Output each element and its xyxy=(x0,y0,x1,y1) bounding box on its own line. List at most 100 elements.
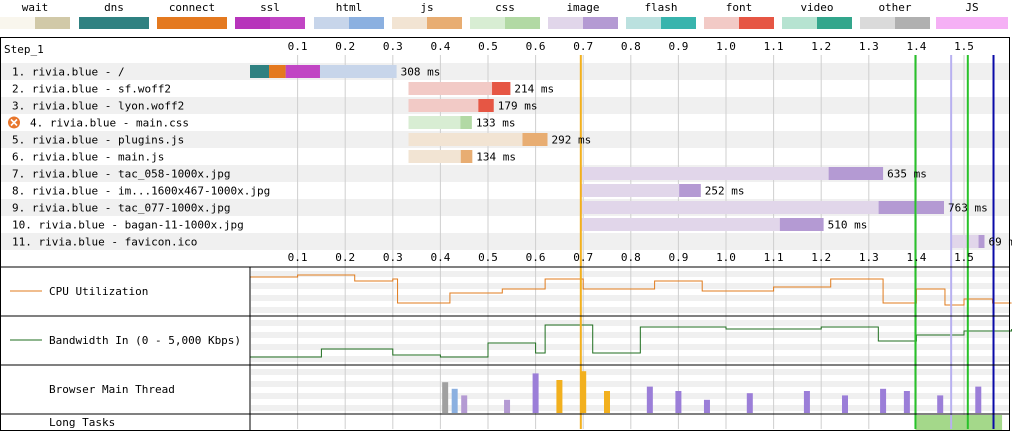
request-label: 8. rivia.blue - im...1600x467-1000x.jpg xyxy=(12,185,270,198)
request-bar-download xyxy=(878,201,945,214)
request-bar xyxy=(408,82,511,95)
legend-swatch xyxy=(626,17,696,29)
panel-stripe xyxy=(251,307,1009,313)
legend-swatch xyxy=(470,17,540,29)
tick-label: 1.5 xyxy=(954,251,974,264)
legend-item: dns xyxy=(79,0,149,32)
panel-stripe xyxy=(251,344,1009,350)
request-bar xyxy=(580,167,884,180)
legend-swatch xyxy=(704,17,774,29)
tick-label: 0.5 xyxy=(478,251,498,264)
legend-label: video xyxy=(800,1,834,14)
panel-stripe xyxy=(251,369,1009,375)
request-bar-download xyxy=(978,235,985,248)
tick-label: 0.2 xyxy=(335,251,355,264)
tick-label: 0.2 xyxy=(335,40,355,53)
legend-label: other xyxy=(878,1,912,14)
panel-stripe xyxy=(251,381,1009,387)
legend-item: ssl xyxy=(235,0,305,32)
request-duration: 214 ms xyxy=(514,83,554,96)
legend-item: js xyxy=(392,0,462,32)
tick-label: 0.8 xyxy=(621,251,641,264)
main-thread-label: Browser Main Thread xyxy=(49,383,175,396)
request-bar xyxy=(408,99,494,112)
tick-label: 0.4 xyxy=(430,251,450,264)
request-duration: 69 ms xyxy=(988,236,1012,249)
tick-label: 1.3 xyxy=(859,40,879,53)
legend-label: css xyxy=(495,1,515,14)
request-label: 5. rivia.blue - plugins.js xyxy=(12,134,184,147)
request-label: 10. rivia.blue - bagan-11-1000x.jpg xyxy=(12,219,244,232)
panel-stripe xyxy=(251,295,1009,301)
request-duration: 635 ms xyxy=(887,168,927,181)
panel-stripe xyxy=(251,332,1009,338)
bandwidth-label: Bandwidth In (0 - 5,000 Kbps) xyxy=(49,334,241,347)
long-tasks-label: Long Tasks xyxy=(49,416,115,429)
request-bar xyxy=(408,150,473,163)
legend-label: connect xyxy=(168,1,216,14)
request-duration: 133 ms xyxy=(476,117,516,130)
legend-label: font xyxy=(725,1,753,14)
request-duration: 252 ms xyxy=(705,185,745,198)
row-stripe xyxy=(1,233,1009,250)
tick-label: 0.9 xyxy=(668,251,688,264)
tick-label: 1.0 xyxy=(716,251,736,264)
legend: wait dns connect ssl html js css image flash font… xyxy=(0,0,1012,32)
panel-stripe xyxy=(251,271,1009,277)
legend-swatch xyxy=(548,17,618,29)
request-bar xyxy=(408,116,472,129)
main-thread-spike xyxy=(604,391,610,413)
main-thread-spike xyxy=(580,371,587,413)
tick-label: 1.5 xyxy=(954,40,974,53)
tick-label: 0.1 xyxy=(288,40,308,53)
legend-item: other xyxy=(860,0,930,32)
request-bar xyxy=(580,184,701,197)
request-bar xyxy=(580,201,945,214)
panel-stripe xyxy=(251,393,1009,399)
request-label: 3. rivia.blue - lyon.woff2 xyxy=(12,100,184,113)
main-thread-spike xyxy=(975,386,982,413)
panel-stripe xyxy=(251,320,1009,326)
request-duration: 134 ms xyxy=(476,151,516,164)
request-segment xyxy=(269,65,286,78)
main-thread-spike xyxy=(937,395,944,413)
legend-swatch xyxy=(782,17,852,29)
main-thread-spike xyxy=(675,391,682,413)
main-thread-spike xyxy=(461,395,468,413)
request-label: 1. rivia.blue - / xyxy=(12,66,125,79)
legend-swatch xyxy=(936,17,1008,29)
tick-label: 0.7 xyxy=(573,40,593,53)
request-duration: 179 ms xyxy=(498,100,538,113)
legend-item: html xyxy=(314,0,384,32)
chart-title: Step_1 xyxy=(4,43,44,56)
legend-swatch xyxy=(235,17,305,29)
main-thread-spike xyxy=(556,380,563,413)
request-bar-download xyxy=(460,116,472,129)
request-segment xyxy=(285,65,320,78)
legend-label: js xyxy=(420,1,434,14)
tick-label: 1.4 xyxy=(906,40,926,53)
request-label: 7. rivia.blue - tac_058-1000x.jpg xyxy=(12,168,231,181)
legend-label: image xyxy=(566,1,600,14)
main-thread-spike xyxy=(803,391,810,413)
request-bar xyxy=(408,133,548,146)
request-label: 4. rivia.blue - main.css xyxy=(30,117,189,130)
legend-swatch xyxy=(157,17,227,29)
request-bar-download xyxy=(522,133,548,146)
legend-label: dns xyxy=(104,1,124,14)
warning-icon-cross xyxy=(10,118,18,127)
main-thread-spike xyxy=(532,373,539,413)
tick-label: 0.8 xyxy=(621,40,641,53)
legend-swatch xyxy=(314,17,384,29)
panel-stripe xyxy=(251,356,1009,362)
legend-item: connect xyxy=(157,0,227,32)
legend-item: flash xyxy=(626,0,696,32)
request-label: 2. rivia.blue - sf.woff2 xyxy=(12,83,171,96)
tick-label: 1.1 xyxy=(764,251,784,264)
tick-label: 0.1 xyxy=(288,251,308,264)
legend-label: html xyxy=(335,1,363,14)
request-bar-download xyxy=(679,184,701,197)
tick-label: 0.9 xyxy=(668,40,688,53)
request-label: 6. rivia.blue - main.js xyxy=(12,151,164,164)
row-stripe xyxy=(1,63,1009,80)
